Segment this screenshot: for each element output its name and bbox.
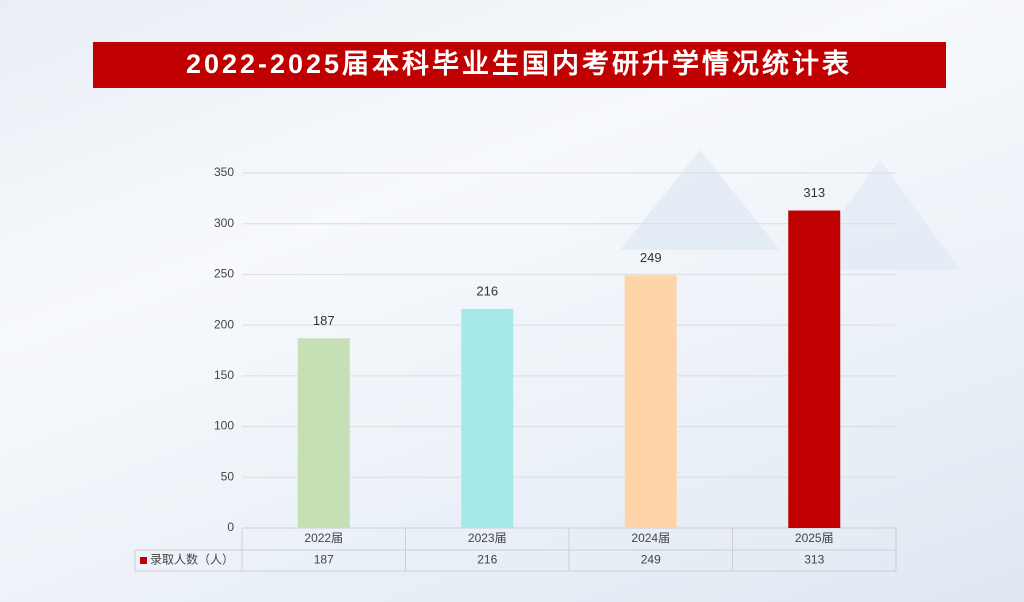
legend-marker — [140, 557, 147, 564]
table-value: 216 — [477, 553, 497, 567]
y-tick-label: 50 — [221, 469, 235, 483]
table-value: 187 — [314, 553, 334, 567]
y-tick-label: 300 — [214, 216, 234, 230]
data-label: 216 — [476, 283, 498, 298]
table-value: 313 — [804, 553, 824, 567]
bar — [461, 308, 514, 528]
y-tick-label: 100 — [214, 419, 234, 433]
x-tick-label: 2024届 — [631, 531, 670, 545]
data-label: 187 — [313, 313, 335, 328]
y-tick-label: 200 — [214, 317, 234, 331]
chart-title: 2022-2025届本科毕业生国内考研升学情况统计表 — [186, 48, 852, 79]
bar — [297, 338, 350, 528]
bar — [624, 275, 677, 528]
x-tick-label: 2022届 — [304, 531, 343, 545]
x-tick-label: 2023届 — [468, 531, 507, 545]
y-tick-label: 350 — [214, 165, 234, 179]
data-label: 313 — [803, 185, 825, 200]
y-tick-label: 250 — [214, 267, 234, 281]
x-tick-label: 2025届 — [795, 531, 834, 545]
decoration — [620, 150, 780, 250]
y-tick-label: 150 — [214, 368, 234, 382]
y-tick-label: 0 — [227, 520, 234, 534]
table-value: 249 — [641, 553, 661, 567]
legend-label: 录取人数（人） — [150, 552, 234, 567]
data-label: 249 — [640, 250, 662, 265]
bar — [788, 210, 841, 528]
title-banner — [93, 42, 946, 88]
